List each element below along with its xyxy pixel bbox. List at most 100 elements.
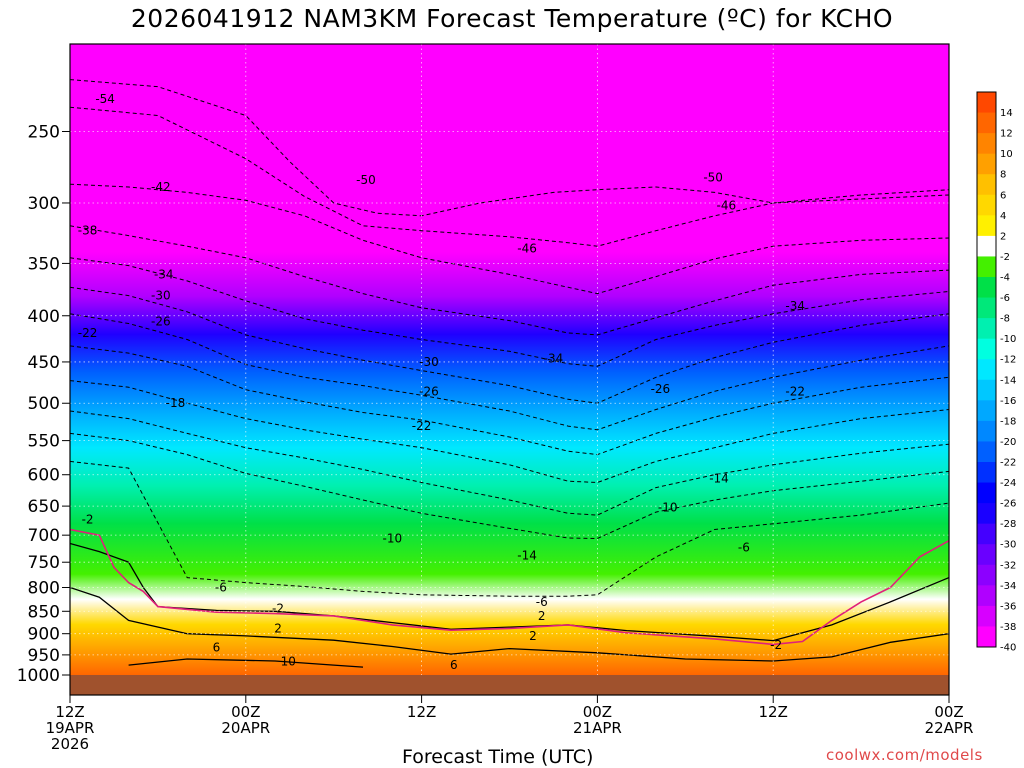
- colorbar-swatch-15: [977, 400, 996, 422]
- colorbar-swatch-23: [977, 564, 996, 586]
- colorbar-label-23: -34: [1000, 581, 1016, 592]
- contour-label-4: -46: [717, 199, 737, 213]
- contour-label-3: -42: [151, 180, 171, 194]
- colorbar-swatch-10: [977, 297, 996, 319]
- y-tick-label-500: 500: [28, 394, 60, 414]
- y-tick-label-850: 850: [28, 602, 60, 622]
- y-tick-label-1000: 1000: [17, 666, 60, 686]
- isotherm-line-2: [70, 183, 949, 295]
- isotherm-line-7: [70, 345, 949, 456]
- contour-label-16: -22: [412, 419, 432, 433]
- colorbar-swatch-2: [977, 133, 996, 155]
- y-tick-label-550: 550: [28, 432, 60, 452]
- isotherm-line-14: [128, 658, 364, 668]
- contour-label-13: -26: [419, 384, 439, 398]
- colorbar-label-12: -12: [1000, 355, 1016, 366]
- temperature-field-fill: [70, 44, 949, 675]
- y-tick-label-450: 450: [28, 353, 60, 373]
- contour-label-21: -10: [382, 532, 402, 546]
- contour-label-19: -14: [709, 472, 729, 486]
- x-tick-label-0-0: 12Z: [55, 703, 84, 721]
- y-tick-label-900: 900: [28, 625, 60, 645]
- y-tick-label-350: 350: [28, 254, 60, 274]
- colorbar-label-26: -40: [1000, 643, 1016, 654]
- colorbar-swatch-19: [977, 482, 996, 504]
- colorbar-label-21: -30: [1000, 540, 1016, 551]
- colorbar-label-10: -8: [1000, 314, 1010, 325]
- contour-label-11: -34: [544, 351, 564, 365]
- colorbar-swatch-7: [977, 235, 996, 257]
- colorbar-label-25: -38: [1000, 622, 1016, 633]
- plot-frame: [69, 43, 950, 696]
- colorbar-swatch-0: [977, 92, 996, 114]
- freezing-line: [70, 528, 949, 646]
- contour-label-14: -26: [651, 382, 671, 396]
- contour-label-27: -2: [272, 602, 284, 616]
- colorbar-swatch-20: [977, 503, 996, 525]
- isotherm-line-6: [70, 313, 949, 431]
- isotherm-line-0: [70, 79, 949, 217]
- y-tick-label-650: 650: [28, 497, 60, 517]
- y-tick-label-600: 600: [28, 466, 60, 486]
- colorbar-label-20: -28: [1000, 519, 1016, 530]
- x-tick-label-3-0: 00Z: [583, 703, 612, 721]
- y-tick-label-250: 250: [28, 122, 60, 142]
- colorbar-label-16: -20: [1000, 437, 1016, 448]
- colorbar-swatch-26: [977, 626, 996, 648]
- colorbar-label-19: -26: [1000, 499, 1016, 510]
- colorbar-label-11: -10: [1000, 334, 1016, 345]
- colorbar-swatch-13: [977, 359, 996, 381]
- x-tick-label-1-0: 00Z: [231, 703, 260, 721]
- colorbar-label-5: 4: [1000, 211, 1006, 222]
- x-tick-label-4-0: 12Z: [759, 703, 788, 721]
- y-tick-label-750: 750: [28, 553, 60, 573]
- y-tick-label-700: 700: [28, 526, 60, 546]
- x-axis-title: Forecast Time (UTC): [402, 746, 594, 768]
- contour-label-5: -46: [517, 242, 537, 256]
- colorbar-label-24: -36: [1000, 601, 1016, 612]
- contour-label-17: -22: [785, 384, 805, 398]
- contour-label-6: -38: [78, 224, 98, 238]
- contour-label-18: -18: [166, 396, 186, 410]
- x-tick-label-0-2: 2026: [51, 735, 89, 753]
- x-tick-label-5-1: 22APR: [925, 719, 974, 737]
- isotherm-line-5: [70, 286, 949, 404]
- colorbar-label-6: 2: [1000, 231, 1006, 242]
- colorbar-swatch-21: [977, 523, 996, 545]
- colorbar-swatch-14: [977, 379, 996, 401]
- contour-label-12: -26: [151, 315, 171, 329]
- contour-label-15: -22: [78, 326, 98, 340]
- chart-title: 2026041912 NAM3KM Forecast Temperature (…: [130, 4, 894, 33]
- colorbar-swatch-17: [977, 441, 996, 463]
- contour-label-25: -6: [215, 581, 227, 595]
- contour-label-26: -6: [536, 595, 548, 609]
- colorbar-swatch-11: [977, 318, 996, 340]
- colorbar-label-17: -22: [1000, 458, 1016, 469]
- contour-label-29: 2: [274, 621, 282, 635]
- credit-text: coolwx.com/models: [826, 746, 983, 764]
- isotherm-line-3: [70, 225, 949, 336]
- contour-label-34: 6: [450, 658, 458, 672]
- contour-label-20: -10: [658, 500, 678, 514]
- contour-label-1: -50: [356, 173, 376, 187]
- colorbar-swatch-16: [977, 420, 996, 442]
- contour-label-31: -2: [770, 638, 782, 652]
- colorbar-label-22: -32: [1000, 560, 1016, 571]
- isotherm-line-4: [70, 257, 949, 367]
- isotherm-line-10: [70, 432, 949, 540]
- colorbar-label-8: -4: [1000, 273, 1010, 284]
- isotherm-line-13: [70, 586, 949, 662]
- colorbar-label-0: 14: [1000, 108, 1013, 119]
- colorbar-swatch-5: [977, 194, 996, 216]
- isotherm-line-9: [70, 410, 949, 516]
- x-tick-label-0-1: 19APR: [46, 719, 95, 737]
- colorbar-frame: [976, 91, 997, 648]
- y-tick-label-800: 800: [28, 579, 60, 599]
- y-tick-label-950: 950: [28, 646, 60, 666]
- colorbar-swatch-9: [977, 277, 996, 299]
- contour-label-23: -6: [738, 540, 750, 554]
- x-tick-label-3-1: 21APR: [573, 719, 622, 737]
- contour-label-22: -14: [517, 548, 537, 562]
- isotherm-line-8: [70, 380, 949, 484]
- contour-label-10: -30: [419, 355, 439, 369]
